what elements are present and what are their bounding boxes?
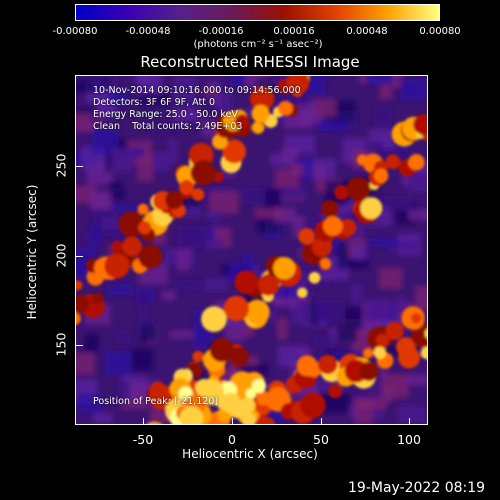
- y-tick-label: 200: [53, 243, 69, 268]
- x-tick-label: 50: [313, 432, 329, 447]
- time-range: 10-Nov-2014 09:10:16.000 to 09:14:56.000: [93, 85, 301, 96]
- plot-frame: [75, 75, 428, 425]
- x-tick: [143, 418, 144, 425]
- colorbar-label: 0.00080: [419, 26, 461, 37]
- y-tick: [76, 166, 83, 167]
- x-tick-label: 0: [228, 432, 236, 447]
- y-tick: [76, 345, 83, 346]
- colorbar-label: 0.00048: [346, 26, 388, 37]
- colorbar-label: -0.00016: [198, 26, 244, 37]
- x-tick-label: -50: [132, 432, 154, 447]
- timestamp: 19-May-2022 08:19: [348, 480, 486, 496]
- x-tick: [232, 418, 233, 425]
- y-axis-label: Heliocentric Y (arcsec): [25, 184, 39, 320]
- colorbar-label: -0.00080: [52, 26, 98, 37]
- rhessi-image: [76, 76, 427, 424]
- detectors: Detectors: 3F 6F 9F, Att 0: [93, 97, 216, 108]
- x-tick-label: 100: [397, 432, 421, 447]
- peak-position: Position of Peak: [-21,120]: [93, 396, 219, 407]
- y-tick-label: 250: [53, 153, 69, 178]
- total-counts: Clean Total counts: 2.49E+03: [93, 121, 243, 132]
- x-axis-label: Heliocentric X (arcsec): [182, 447, 318, 461]
- colorbar-label: -0.00048: [125, 26, 171, 37]
- y-tick-label: 150: [53, 332, 69, 357]
- colorbar-unit: (photons cm⁻² s⁻¹ asec⁻²): [193, 39, 323, 50]
- x-tick: [321, 418, 322, 425]
- colorbar: [75, 4, 440, 21]
- plot-title: Reconstructed RHESSI Image: [140, 53, 360, 71]
- x-tick: [409, 418, 410, 425]
- y-tick: [76, 256, 83, 257]
- energy-range: Energy Range: 25.0 - 50.0 keV: [93, 109, 238, 120]
- colorbar-label: 0.00016: [273, 26, 315, 37]
